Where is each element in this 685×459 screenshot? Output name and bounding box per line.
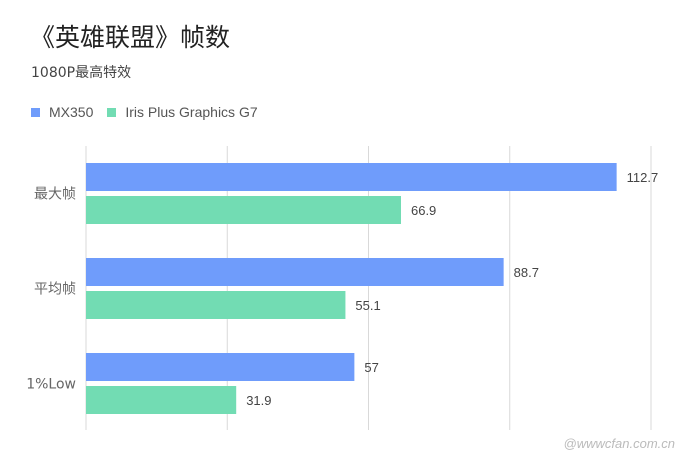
legend-item-mx350: MX350 bbox=[31, 104, 93, 120]
bar bbox=[86, 353, 355, 381]
chart-title: 《英雄联盟》帧数 bbox=[30, 23, 231, 52]
data-label: 57 bbox=[364, 360, 378, 375]
watermark: @wwwcfan.com.cn bbox=[563, 436, 675, 451]
chart-subtitle: 1080P最高特效 bbox=[31, 65, 132, 81]
legend-label-iris: Iris Plus Graphics G7 bbox=[125, 104, 258, 120]
data-label: 88.7 bbox=[514, 265, 539, 280]
legend-label-mx350: MX350 bbox=[49, 104, 94, 120]
data-label: 66.9 bbox=[411, 203, 436, 218]
data-label: 112.7 bbox=[627, 170, 659, 185]
legend-swatch-mx350 bbox=[31, 107, 40, 117]
bar bbox=[86, 291, 346, 319]
bar bbox=[86, 196, 401, 224]
data-label: 55.1 bbox=[355, 298, 380, 313]
bar bbox=[86, 258, 504, 286]
bar bbox=[86, 386, 237, 414]
chart-legend: MX350 Iris Plus Graphics G7 bbox=[31, 104, 272, 120]
category-label: 平均帧 bbox=[34, 282, 76, 298]
bar bbox=[86, 163, 617, 191]
category-label: 1%Low bbox=[26, 377, 76, 393]
data-label: 31.9 bbox=[246, 393, 271, 408]
category-label: 最大帧 bbox=[34, 187, 76, 203]
legend-item-iris: Iris Plus Graphics G7 bbox=[107, 104, 258, 120]
legend-swatch-iris bbox=[107, 107, 117, 117]
